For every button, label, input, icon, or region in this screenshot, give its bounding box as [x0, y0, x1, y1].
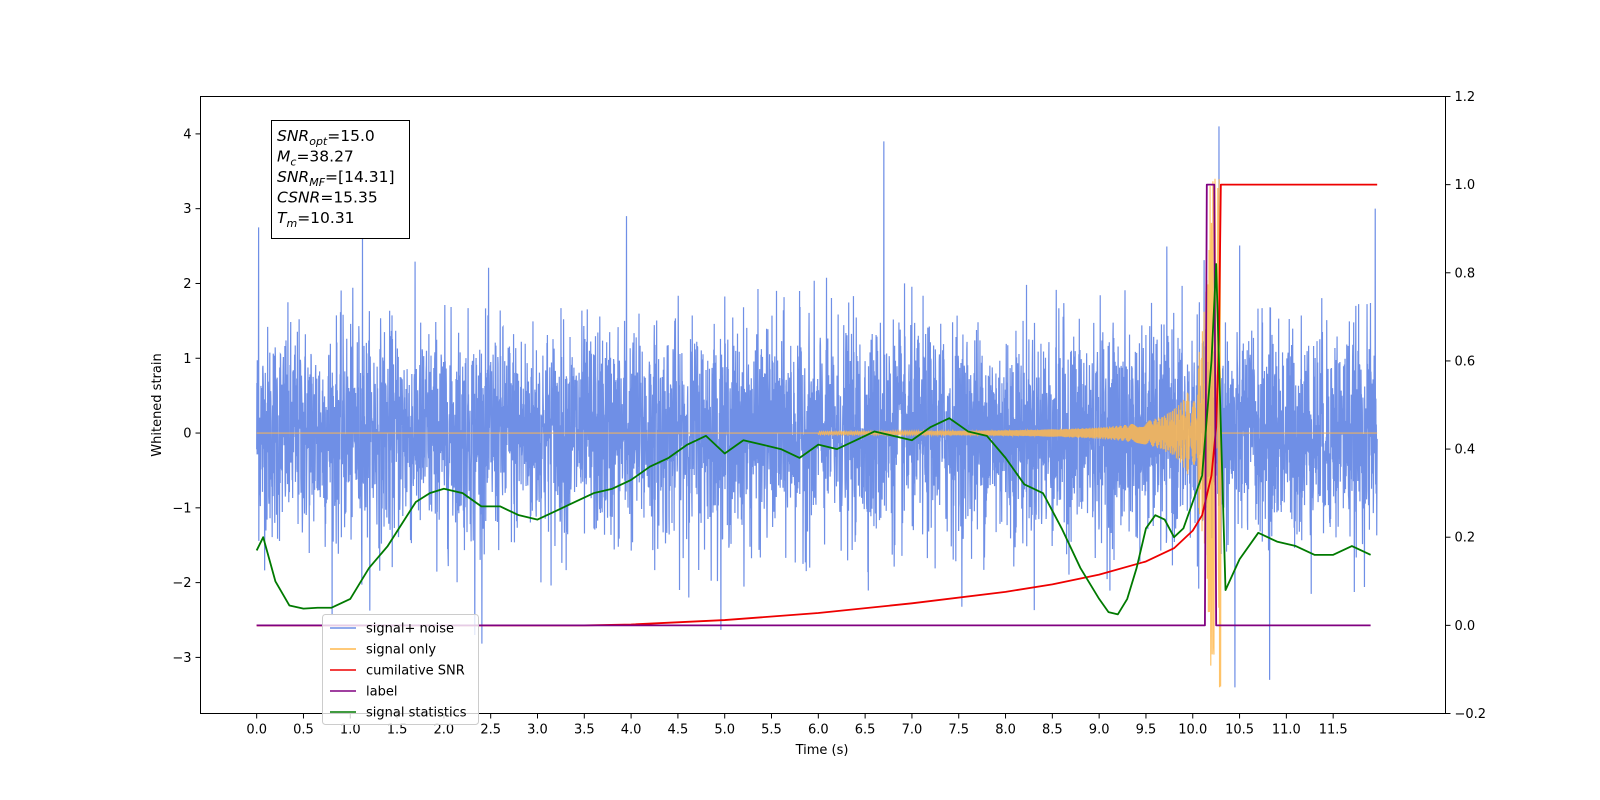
plot-area	[255, 126, 1378, 688]
legend-entry: label	[366, 685, 397, 700]
y2-tick-label: 0.2	[1455, 531, 1476, 546]
x-tick-label: 7.0	[902, 723, 923, 738]
series-signal-noise	[256, 126, 1378, 688]
x-tick-label: 10.5	[1225, 723, 1254, 738]
y-axis-left: −3 −2 −1 0 1 2 3 4	[172, 127, 201, 666]
y2-tick-label: 0.6	[1455, 354, 1476, 369]
x-tick-label: 6.5	[855, 723, 876, 738]
legend-frame	[322, 614, 479, 725]
x-tick-label: 2.0	[434, 723, 455, 738]
x-tick-label: 3.0	[527, 723, 548, 738]
y-tick-label: 4	[183, 127, 191, 142]
legend-entry: signal only	[366, 643, 436, 658]
legend: signal+ noise signal only cumilative SNR la…	[322, 614, 479, 725]
x-axis: 0.0 0.5 1.0 1.5 2.0 2.5 3.0 3.5 4.0 4.5 5.0 5.5 6.0 6…	[246, 713, 1348, 738]
series-signal-only	[256, 178, 1378, 688]
x-tick-label: 1.5	[387, 723, 408, 738]
legend-entry: cumilative SNR	[366, 664, 465, 679]
series-cumulative-snr	[256, 183, 1378, 627]
info-line: SNRopt=15.0	[277, 127, 375, 148]
y-tick-label: −1	[172, 501, 191, 516]
y-tick-label: −2	[172, 576, 191, 591]
x-axis-label: Time (s)	[795, 743, 849, 758]
y-axis-right: −0.2 0.0 0.2 0.4 0.6 0.8 1.0 1.2	[1445, 90, 1487, 722]
y2-tick-label: 1.0	[1455, 178, 1476, 193]
legend-entry: signal+ noise	[366, 622, 454, 637]
legend-entry: signal statistics	[366, 706, 467, 721]
x-tick-label: 2.5	[480, 723, 501, 738]
x-tick-label: 11.0	[1272, 723, 1301, 738]
series-signal-statistics	[255, 263, 1371, 616]
x-tick-label: 8.0	[995, 723, 1016, 738]
plot-frame	[200, 96, 1446, 714]
x-tick-label: 7.5	[948, 723, 969, 738]
y-axis-label: Whitened strain	[150, 353, 165, 456]
y2-tick-label: 0.4	[1455, 443, 1476, 458]
y-tick-label: −3	[172, 651, 191, 666]
y-tick-label: 0	[183, 427, 191, 442]
x-tick-label: 4.5	[668, 723, 689, 738]
info-line: SNRMF=[14.31]	[277, 168, 395, 189]
x-tick-label: 5.0	[714, 723, 735, 738]
x-tick-label: 5.5	[761, 723, 782, 738]
x-tick-label: 9.0	[1089, 723, 1110, 738]
x-tick-label: 8.5	[1042, 723, 1063, 738]
series-label	[256, 183, 1371, 627]
y-tick-label: 3	[183, 202, 191, 217]
x-tick-label: 10.0	[1178, 723, 1207, 738]
x-tick-label: 6.0	[808, 723, 829, 738]
y2-tick-label: 0.0	[1455, 619, 1476, 634]
y2-tick-label: 1.2	[1455, 90, 1476, 105]
x-tick-label: 9.5	[1136, 723, 1157, 738]
x-tick-label: 3.5	[574, 723, 595, 738]
info-line: Mc=38.27	[277, 148, 354, 169]
x-tick-label: 0.0	[246, 723, 267, 738]
y-tick-label: 2	[183, 277, 191, 292]
x-tick-label: 0.5	[293, 723, 314, 738]
x-tick-label: 4.0	[621, 723, 642, 738]
info-line: CSNR=15.35	[277, 189, 378, 207]
y2-tick-label: −0.2	[1455, 707, 1487, 722]
info-box: SNRopt=15.0Mc=38.27SNRMF=[14.31]CSNR=15.…	[271, 120, 410, 239]
x-tick-label: 1.0	[340, 723, 361, 738]
x-tick-label: 11.5	[1319, 723, 1348, 738]
y-tick-label: 1	[183, 352, 191, 367]
info-box-frame	[271, 120, 410, 239]
info-line: Tm=10.31	[277, 209, 355, 230]
y2-tick-label: 0.8	[1455, 266, 1476, 281]
